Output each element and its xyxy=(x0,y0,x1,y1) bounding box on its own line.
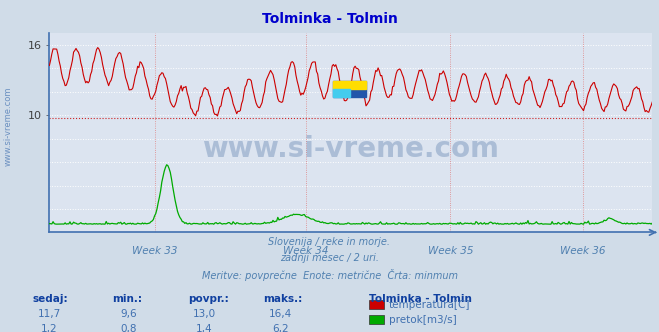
Bar xyxy=(333,81,366,97)
Text: maks.:: maks.: xyxy=(264,294,303,304)
Text: zadnji mesec / 2 uri.: zadnji mesec / 2 uri. xyxy=(280,253,379,263)
Text: Tolminka - Tolmin: Tolminka - Tolmin xyxy=(369,294,472,304)
Text: 0,8: 0,8 xyxy=(120,324,137,332)
Text: 16,4: 16,4 xyxy=(268,309,292,319)
Text: povpr.:: povpr.: xyxy=(188,294,229,304)
Bar xyxy=(333,89,350,97)
Text: 13,0: 13,0 xyxy=(192,309,216,319)
Text: www.si-vreme.com: www.si-vreme.com xyxy=(3,86,13,166)
Text: Week 36: Week 36 xyxy=(560,246,606,256)
Text: temperatura[C]: temperatura[C] xyxy=(389,300,471,310)
Bar xyxy=(333,81,366,89)
Text: 1,2: 1,2 xyxy=(41,324,58,332)
Text: Week 33: Week 33 xyxy=(132,246,178,256)
Text: www.si-vreme.com: www.si-vreme.com xyxy=(202,135,500,163)
Text: pretok[m3/s]: pretok[m3/s] xyxy=(389,315,457,325)
Text: 11,7: 11,7 xyxy=(38,309,61,319)
Text: 6,2: 6,2 xyxy=(272,324,289,332)
Text: Meritve: povprečne  Enote: metrične  Črta: minmum: Meritve: povprečne Enote: metrične Črta:… xyxy=(202,269,457,281)
Text: 1,4: 1,4 xyxy=(196,324,213,332)
Text: 9,6: 9,6 xyxy=(120,309,137,319)
Text: Slovenija / reke in morje.: Slovenija / reke in morje. xyxy=(268,237,391,247)
Text: Week 34: Week 34 xyxy=(283,246,328,256)
Text: min.:: min.: xyxy=(112,294,142,304)
Text: Week 35: Week 35 xyxy=(428,246,473,256)
Text: Tolminka - Tolmin: Tolminka - Tolmin xyxy=(262,12,397,26)
Text: sedaj:: sedaj: xyxy=(33,294,69,304)
